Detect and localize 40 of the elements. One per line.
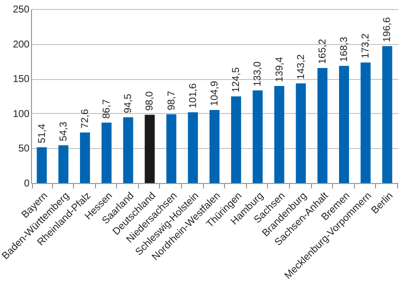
data-label: 165,2 — [317, 38, 328, 64]
data-label: 104,9 — [210, 80, 220, 106]
y-tick-label: 50 — [18, 144, 30, 155]
bar — [102, 122, 112, 183]
bar — [360, 62, 371, 183]
data-label: 51,4 — [36, 123, 48, 144]
data-label: 173,2 — [360, 32, 372, 58]
data-label: 143,2 — [296, 54, 307, 80]
bar — [274, 86, 284, 183]
data-label: 196,6 — [382, 16, 394, 42]
bar — [339, 66, 350, 183]
bar — [166, 114, 176, 183]
data-label: 98,0 — [144, 90, 156, 111]
bar — [252, 90, 263, 183]
data-label: 133,0 — [252, 60, 264, 86]
data-label: 86,7 — [102, 98, 113, 119]
data-label: 54,3 — [58, 121, 70, 142]
bar — [36, 147, 47, 183]
data-label: 98,7 — [166, 90, 178, 110]
bar — [58, 145, 68, 183]
y-tick-label: 200 — [12, 39, 30, 50]
data-label: 139,4 — [274, 56, 286, 82]
bar — [188, 112, 198, 183]
bar — [317, 68, 328, 183]
data-label: 94,5 — [123, 93, 134, 114]
data-label: 72,6 — [80, 108, 91, 128]
bar — [123, 117, 134, 183]
bar — [210, 110, 220, 183]
data-label: 124,5 — [231, 66, 242, 92]
bar — [296, 83, 306, 183]
y-tick-label: 250 — [12, 4, 30, 16]
bar — [382, 46, 392, 183]
y-tick-label: 0 — [24, 178, 30, 190]
bar — [144, 114, 155, 183]
data-label: 101,6 — [188, 82, 199, 108]
y-tick-label: 150 — [12, 74, 30, 86]
y-tick-label: 100 — [12, 108, 30, 120]
bar — [80, 132, 90, 183]
bar — [231, 96, 242, 183]
data-label: 168,3 — [339, 36, 350, 62]
